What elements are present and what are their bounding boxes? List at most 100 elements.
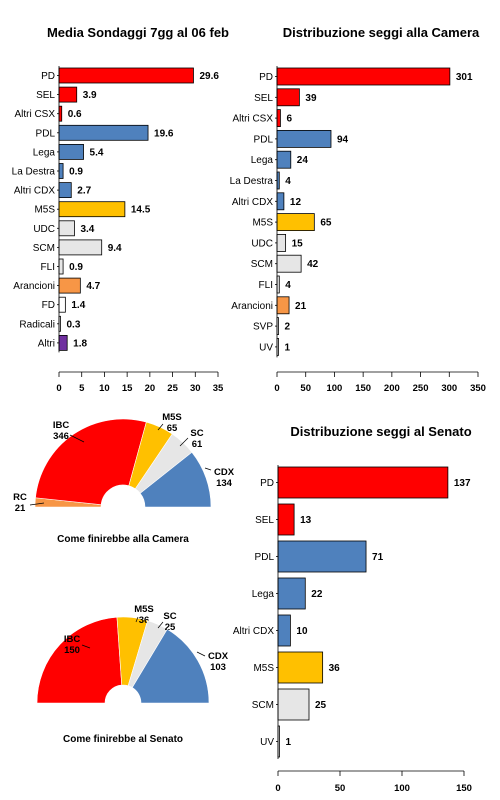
sondaggi-category-label: FD <box>42 300 55 311</box>
senato-title: Distribuzione seggi al Senato <box>290 424 471 439</box>
sondaggi-category-label: PDL <box>36 128 56 139</box>
sondaggi-value-label: 1.8 <box>73 338 87 349</box>
senato-bar-pd <box>277 466 449 499</box>
sondaggi-value-label: 2.7 <box>77 186 91 197</box>
sondaggi-category-label: SEL <box>36 90 55 101</box>
sondaggi-value-label: 29.6 <box>199 71 219 82</box>
sondaggi-value-label: 3.4 <box>80 224 94 235</box>
sondaggi-value-label: 3.9 <box>83 90 97 101</box>
pie_camera-leader-line <box>157 423 164 431</box>
sondaggi-category-label: Altri <box>38 338 55 349</box>
senato-bar-scm <box>277 688 310 721</box>
camera-bar-altri-cdx <box>276 192 285 211</box>
sondaggi-category-label: Lega <box>33 147 56 158</box>
camera-value-label: 15 <box>292 238 304 249</box>
sondaggi-category-label: Arancioni <box>13 281 55 292</box>
sondaggi-xtick-label: 10 <box>99 383 110 394</box>
camera-category-label: UV <box>259 342 273 353</box>
camera-xtick-label: 200 <box>384 383 400 394</box>
sondaggi-xtick-label: 30 <box>190 383 201 394</box>
pie_senato-slice-name: IBC <box>64 634 81 645</box>
camera-bar-sel <box>276 88 300 107</box>
sondaggi-value-label: 0.3 <box>67 319 81 330</box>
camera-value-label: 65 <box>320 218 332 229</box>
camera-category-label: PDL <box>254 134 274 145</box>
sondaggi-bar-pd <box>58 67 194 84</box>
sondaggi-category-label: Altri CDX <box>14 186 55 197</box>
sondaggi-category-label: UDC <box>33 224 55 235</box>
pie_senato-leader-line <box>81 644 91 649</box>
sondaggi-category-label: SCM <box>33 243 55 254</box>
camera-category-label: SCM <box>251 259 273 270</box>
senato-category-label: M5S <box>253 663 274 674</box>
camera-category-label: FLI <box>259 280 273 291</box>
sondaggi-bar-altri <box>58 334 68 351</box>
sondaggi-bar-fli <box>58 258 64 275</box>
camera-category-label: Altri CDX <box>232 197 273 208</box>
senato-value-label: 22 <box>311 589 323 600</box>
camera-bar-arancioni <box>276 296 290 315</box>
camera-value-label: 12 <box>290 197 302 208</box>
senato-category-label: Lega <box>252 589 275 600</box>
pie_senato-slice-value: 103 <box>210 662 226 673</box>
camera-bar-m5s <box>276 213 315 232</box>
camera-bar-udc <box>276 233 287 252</box>
senato-category-label: SEL <box>255 515 274 526</box>
sondaggi-bar-altri-cdx <box>58 182 72 199</box>
pie_senato-slice-value: 150 <box>64 645 80 656</box>
camera-value-label: 21 <box>295 301 307 312</box>
pie_senato-slice-name: SC <box>163 611 176 622</box>
sondaggi-bar-pdl <box>58 124 149 141</box>
pie_senato-leader-line <box>135 616 139 623</box>
sondaggi-category-label: Altri CSX <box>14 109 55 120</box>
senato-bar-sel <box>277 503 295 536</box>
pie-camera-caption: Come finirebbe alla Camera <box>57 534 189 545</box>
senato-value-label: 10 <box>296 626 308 637</box>
camera-category-label: M5S <box>252 218 273 229</box>
camera-category-label: Arancioni <box>231 301 273 312</box>
camera-value-label: 2 <box>285 322 291 333</box>
sondaggi-xtick-label: 5 <box>79 383 85 394</box>
camera-value-label: 4 <box>285 280 291 291</box>
senato-value-label: 1 <box>286 737 292 748</box>
senato-bar-altri-cdx <box>277 614 291 647</box>
camera-category-label: Lega <box>251 155 274 166</box>
sondaggi-bar-fd <box>58 296 66 313</box>
sondaggi-category-label: Radicali <box>19 319 55 330</box>
senato-value-label: 36 <box>329 663 341 674</box>
pie-senato-caption: Come finirebbe al Senato <box>63 734 183 745</box>
senato-value-label: 13 <box>300 515 312 526</box>
pie_camera-slice-value: 61 <box>192 439 203 450</box>
senato-category-label: Altri CDX <box>233 626 274 637</box>
pie_camera-leader-line <box>69 434 85 443</box>
sondaggi-xtick-label: 25 <box>167 383 178 394</box>
sondaggi-bar-arancioni <box>58 277 81 294</box>
sondaggi-value-label: 0.9 <box>69 167 83 178</box>
sondaggi-xtick-label: 35 <box>213 383 224 394</box>
sondaggi-value-label: 14.5 <box>131 205 151 216</box>
camera-bar-pd <box>276 67 451 86</box>
camera-category-label: SEL <box>254 93 273 104</box>
sondaggi-value-label: 0.9 <box>69 262 83 273</box>
sondaggi-value-label: 9.4 <box>108 243 122 254</box>
camera-xtick-label: 100 <box>326 383 342 394</box>
camera-value-label: 94 <box>337 134 349 145</box>
camera-xtick-label: 250 <box>413 383 429 394</box>
camera-bar-lega <box>276 150 292 169</box>
pie_senato-slice-name: CDX <box>208 651 229 662</box>
camera-value-label: 39 <box>305 93 317 104</box>
pie_camera-slice-value: 21 <box>15 503 26 514</box>
camera-category-label: UDC <box>251 238 273 249</box>
senato-value-label: 137 <box>454 478 471 489</box>
pie_camera-leader-line <box>179 437 189 447</box>
sondaggi-xtick-label: 20 <box>145 383 156 394</box>
camera-xtick-label: 150 <box>355 383 371 394</box>
pie_senato-slice-name: M5S <box>134 604 154 615</box>
sondaggi-title: Media Sondaggi 7gg al 06 feb <box>47 25 229 40</box>
sondaggi-bar-m5s <box>58 201 126 218</box>
pie_senato-slice-value: 25 <box>165 622 176 633</box>
sondaggi-bar-udc <box>58 220 75 237</box>
sondaggi-value-label: 0.6 <box>68 109 82 120</box>
